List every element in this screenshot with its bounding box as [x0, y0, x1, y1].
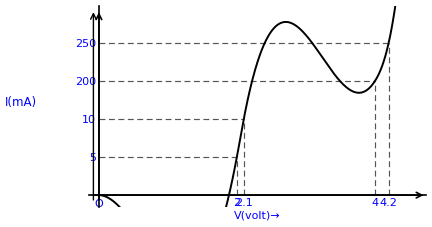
Y-axis label: I(mA): I(mA) [5, 96, 37, 109]
X-axis label: V(volt)→: V(volt)→ [234, 210, 281, 220]
